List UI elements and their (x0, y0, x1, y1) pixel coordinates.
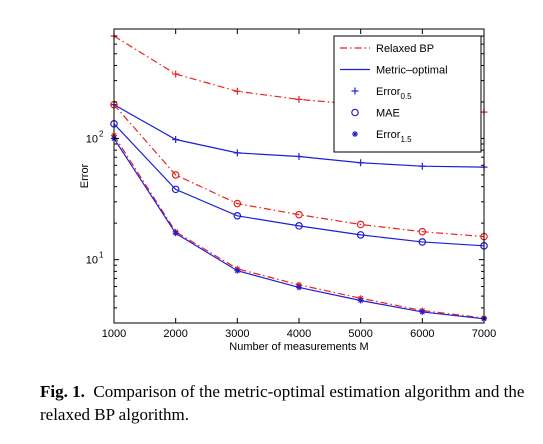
star-marker-stroke (419, 309, 425, 315)
data-point-plus (295, 152, 303, 160)
star-marker-stroke (352, 131, 358, 137)
star-marker-stroke (234, 268, 240, 274)
data-point-circle (171, 185, 180, 194)
x-tick-label: 5000 (348, 328, 372, 340)
series-line-metric (113, 123, 485, 247)
y-axis-label: Error (79, 163, 91, 188)
star-marker-stroke (358, 297, 364, 304)
y-tick-exponent: 2 (99, 129, 104, 138)
data-point-plus (233, 149, 241, 157)
data-point-star (172, 230, 179, 237)
data-point-star (419, 308, 426, 315)
data-point-star (234, 267, 241, 274)
data-point-star (296, 284, 302, 291)
x-axis-label: Number of measurements M (229, 341, 368, 353)
legend-label: MAE (376, 108, 400, 120)
series-line-relaxed (113, 135, 485, 319)
series-line-relaxed (113, 104, 485, 238)
data-point-plus (233, 87, 241, 95)
star-marker-stroke (296, 284, 302, 290)
legend-label-subscript: 1.5 (400, 135, 412, 144)
data-point-circle (356, 220, 365, 229)
legend: Relaxed BPMetric–optimalError0.5MAEError… (333, 35, 482, 153)
data-point-circle (418, 238, 427, 246)
data-point-circle (233, 199, 242, 208)
legend-label: Relaxed BP (376, 43, 434, 55)
legend-label-subscript: 0.5 (400, 92, 412, 101)
star-marker-stroke (173, 230, 179, 236)
data-point-circle (356, 231, 365, 239)
y-tick-exponent: 1 (99, 251, 104, 260)
x-tick-label: 4000 (287, 328, 311, 340)
data-point-plus (172, 136, 180, 144)
data-point-plus (418, 162, 426, 170)
y-tick-label: 10 (86, 255, 98, 267)
legend-label: Metric–optimal (376, 65, 448, 77)
legend-marker-circle (351, 108, 359, 117)
data-point-circle (295, 222, 303, 230)
data-point-star (357, 297, 364, 304)
figure-caption: Fig. 1. Comparison of the metric-optimal… (40, 382, 525, 424)
data-point-plus (357, 159, 365, 167)
x-tick-label: 3000 (225, 328, 249, 340)
data-point-circle (233, 211, 242, 220)
legend-marker-star (352, 131, 358, 137)
data-point-circle (171, 171, 180, 179)
x-tick-label: 7000 (472, 328, 496, 340)
legend-box (333, 35, 482, 153)
data-point-circle (418, 227, 427, 236)
data-point-plus (295, 95, 303, 103)
x-tick-label: 1000 (102, 328, 126, 340)
caption-text: Comparison of the metric-optimal estimat… (40, 382, 525, 424)
caption-label: Fig. 1 (40, 382, 81, 401)
data-point-circle (295, 210, 303, 219)
x-tick-label: 6000 (410, 328, 434, 340)
x-tick-label: 2000 (163, 328, 187, 340)
legend-marker-plus (351, 87, 359, 95)
data-point-plus (172, 70, 180, 78)
y-tick-label: 10 (86, 133, 98, 145)
